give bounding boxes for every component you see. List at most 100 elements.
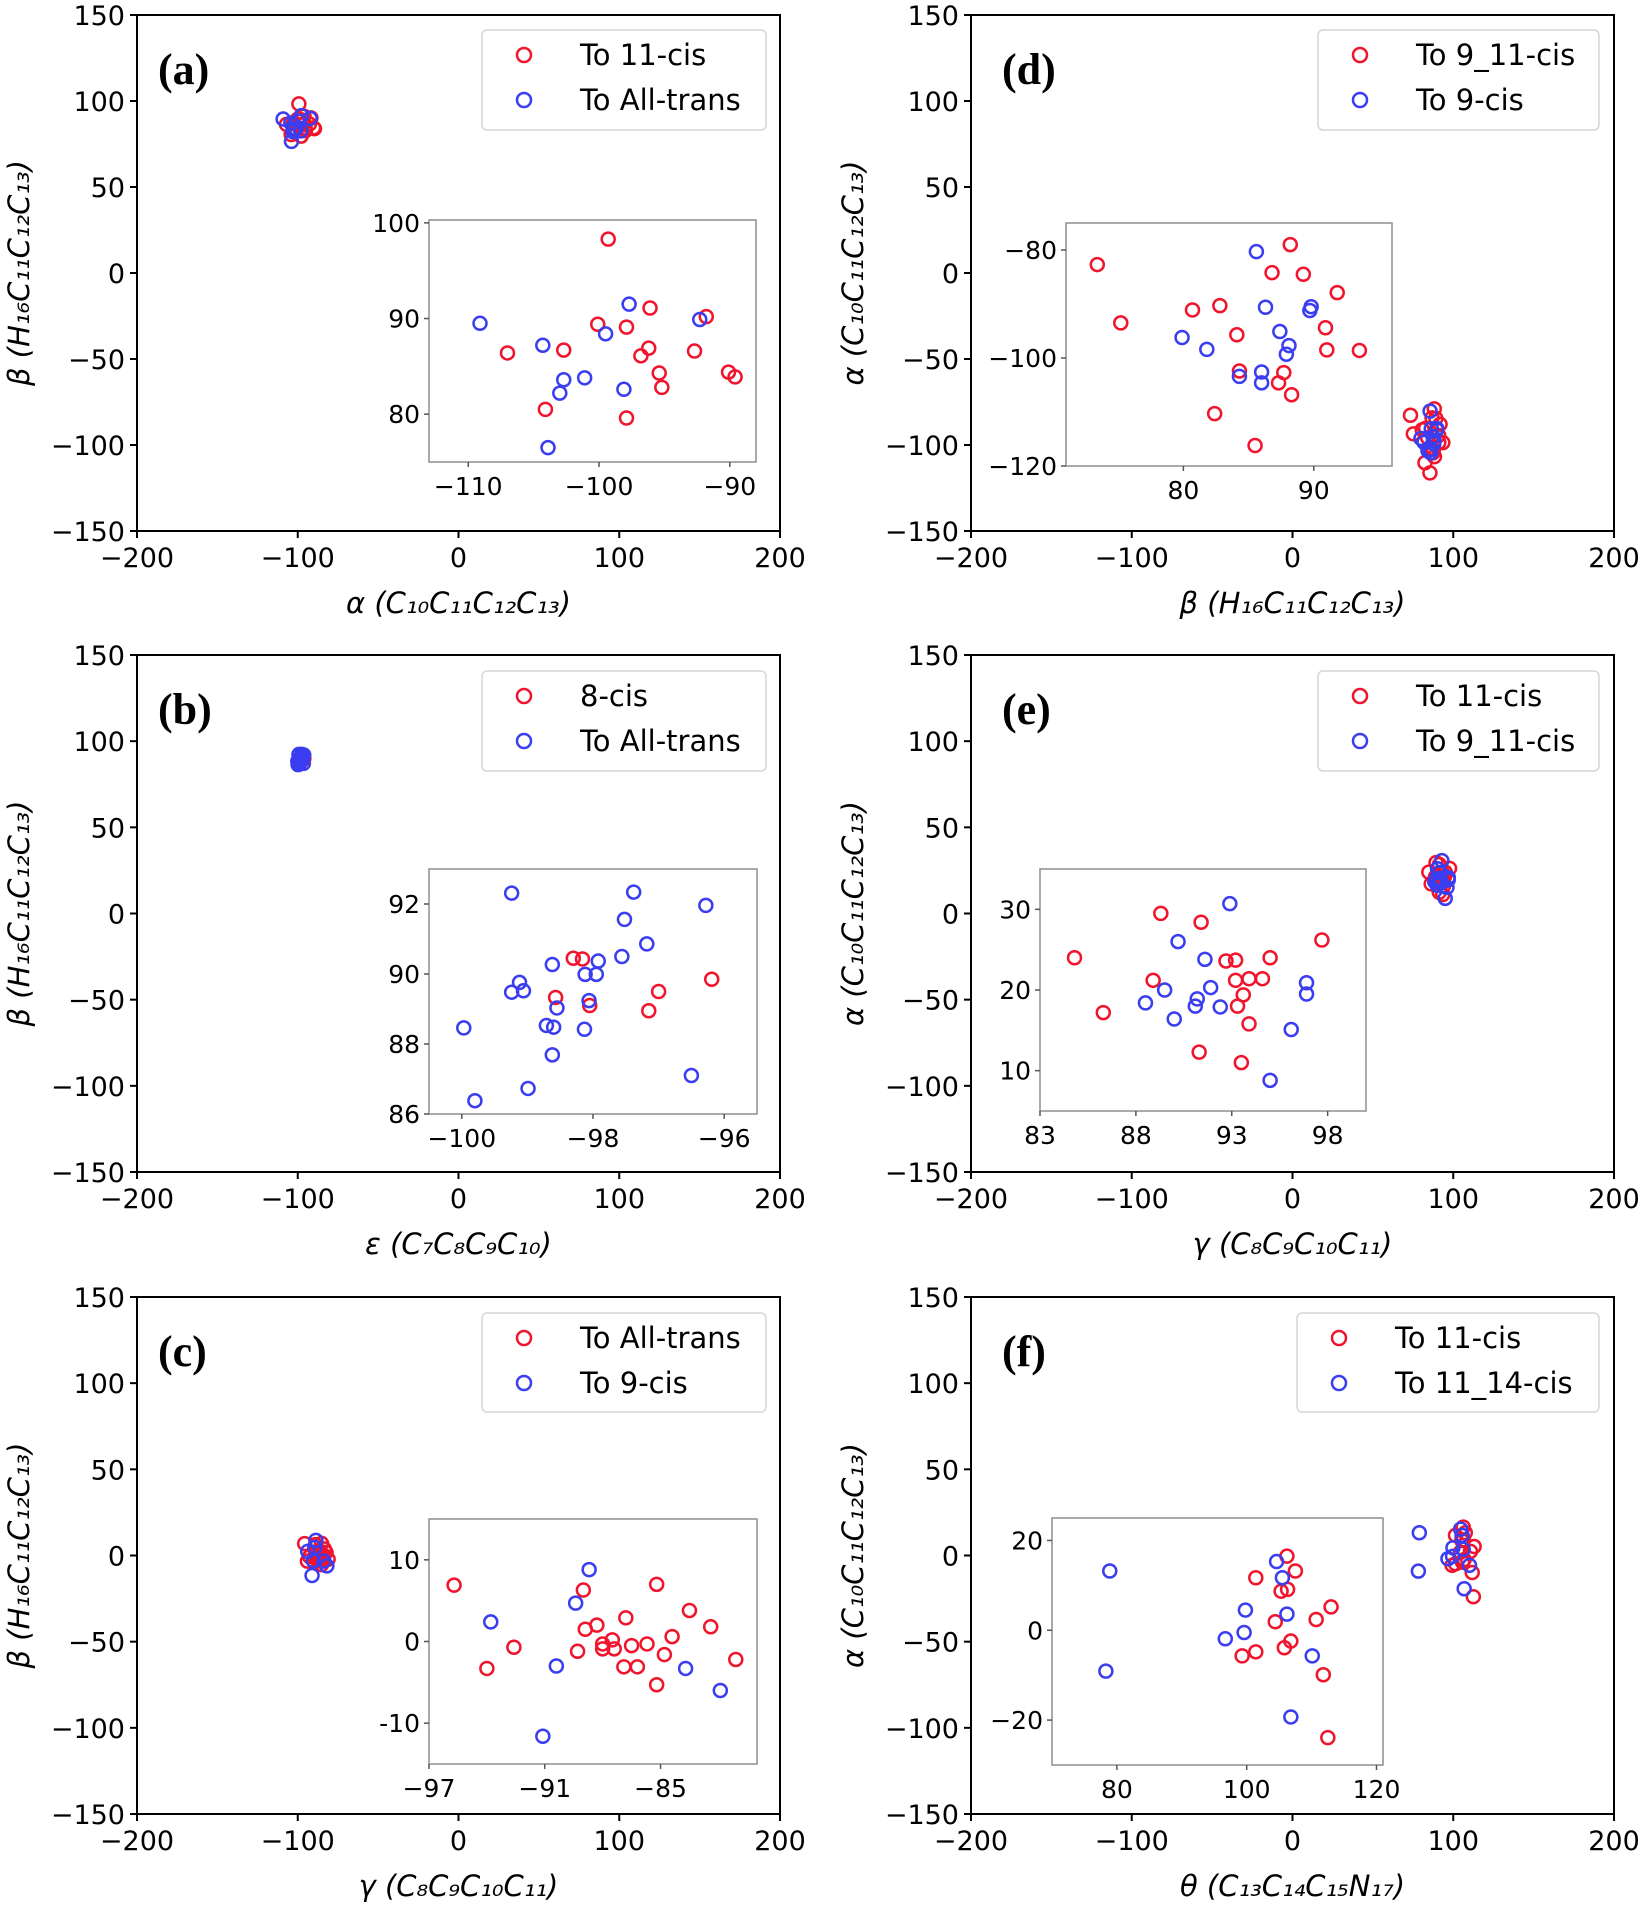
inset-data-point-blue [1304,1648,1321,1664]
data-point-blue [283,133,300,150]
data-point-blue [1461,1557,1478,1574]
x-axis-label: α (C₁₀C₁₁C₁₂C₁₃) [346,586,571,620]
inset-y-tick-label: 90 [388,960,420,989]
legend [1317,29,1600,131]
inset-data-point-red [1270,375,1287,391]
legend-marker-red [515,46,533,64]
inset-data-point-blue [1248,243,1265,260]
inset-data-point-red [604,1632,621,1648]
y-tick-label: 150 [907,1283,959,1314]
inset-data-point-blue [1166,1011,1182,1027]
inset-data-point-blue [1237,1602,1254,1618]
inset: 80 90 −120 −100 −80 [988,222,1393,505]
data-point-blue [275,111,291,127]
inset-data-point-red [1066,949,1083,966]
inset-x-tick-label: 83 [1024,1121,1056,1150]
inset-data-point-red [589,316,606,333]
legend-marker-blue [515,91,533,109]
inset-y-tick-label: −80 [1004,236,1057,265]
inset: 83 88 93 98 10 20 30 [999,868,1367,1150]
inset-y-tick-label: 0 [404,1628,420,1657]
inset-data-point-blue [588,966,605,983]
data-point-red [1402,407,1419,423]
legend [481,1312,767,1413]
inset-data-point-red [1295,266,1312,283]
inset-data-point-red [594,1641,611,1657]
legend-label: To 9_11-cis [1415,724,1575,758]
inset-x-tick-label: 93 [1216,1121,1248,1150]
inset-x-tick-label: −97 [403,1774,456,1803]
x-tick-label: 200 [754,543,806,574]
x-tick-label: 100 [593,543,645,574]
x-axis-label: ε (C₇C₈C₉C₁₀) [365,1227,552,1261]
data-point-blue [1440,1551,1456,1567]
x-tick-label: 0 [450,543,467,574]
inset-data-point-red [623,1637,640,1654]
panel-label: (d) [1002,45,1056,94]
panel-label: (b) [158,685,212,734]
data-point-red [1405,426,1422,442]
y-tick-label: 50 [925,1455,959,1486]
inset-data-point-blue [515,983,532,999]
inset-data-point-blue [576,370,593,386]
y-tick-label: 150 [73,641,125,672]
inset-data-point-red [574,951,591,967]
data-point-blue [1440,872,1457,888]
legend-marker-red [515,687,533,705]
panel-label: (f) [1002,1327,1046,1376]
inset-frame [428,868,758,1115]
inset-data-point-red [1241,1016,1257,1032]
inset-data-point-red [654,379,670,396]
inset-data-point-blue [1274,1569,1291,1586]
inset-data-point-red [650,983,667,1000]
legend-marker-blue [1351,91,1369,109]
inset-data-point-red [589,1617,605,1633]
inset-data-point-red [703,971,720,987]
inset-data-point-blue [1279,1606,1295,1622]
x-tick-label: −200 [100,1826,174,1857]
y-tick-label: 0 [942,900,959,931]
legend-marker-blue [1351,732,1369,750]
x-tick-label: 100 [1427,1826,1479,1857]
inset-data-point-red [446,1577,462,1593]
legend-label: To All-trans [579,724,741,758]
legend-marker-red [1351,46,1369,64]
data-point-red [1422,465,1438,481]
inset-y-tick-label: 10 [999,1057,1031,1086]
inset-x-tick-label: 88 [1120,1121,1152,1150]
inset-data-point-red [1191,1044,1207,1060]
data-point-blue [293,107,310,124]
data-point-blue [285,123,301,140]
inset-data-point-red [1287,1563,1304,1579]
inset-x-tick-label: 90 [1298,476,1330,505]
inset-x-tick-label: 98 [1312,1121,1344,1150]
legend [1296,1312,1600,1413]
inset-data-point-red [1283,386,1300,403]
inset-x-tick-label: −110 [434,472,503,501]
legend-marker-red [1351,687,1369,705]
inset-data-point-red [702,1619,719,1635]
inset-data-point-blue [520,1080,536,1097]
inset: 80 100 120 −20 0 20 [990,1517,1400,1804]
inset-data-point-red [506,1639,522,1655]
legend-label: To 11_14-cis [1394,1366,1573,1400]
inset-frame [1039,868,1367,1112]
inset-data-point-blue [1262,1072,1278,1089]
data-point-blue [1455,1541,1471,1558]
data-point-blue [1410,1563,1427,1579]
inset-data-point-blue [549,1000,565,1016]
y-tick-label: −150 [885,1800,959,1831]
inset-data-point-blue [639,936,655,952]
inset-data-point-blue [625,884,642,900]
x-tick-label: −200 [934,1826,1008,1857]
panel-label: (e) [1002,685,1051,734]
data-point-blue [1439,879,1455,896]
y-tick-label: −50 [68,345,125,376]
inset-data-point-blue [1257,299,1274,315]
inset-data-point-blue [540,439,556,456]
y-tick-label: 50 [91,1455,125,1486]
data-point-blue [1422,403,1438,419]
inset-data-point-blue [1137,995,1154,1011]
